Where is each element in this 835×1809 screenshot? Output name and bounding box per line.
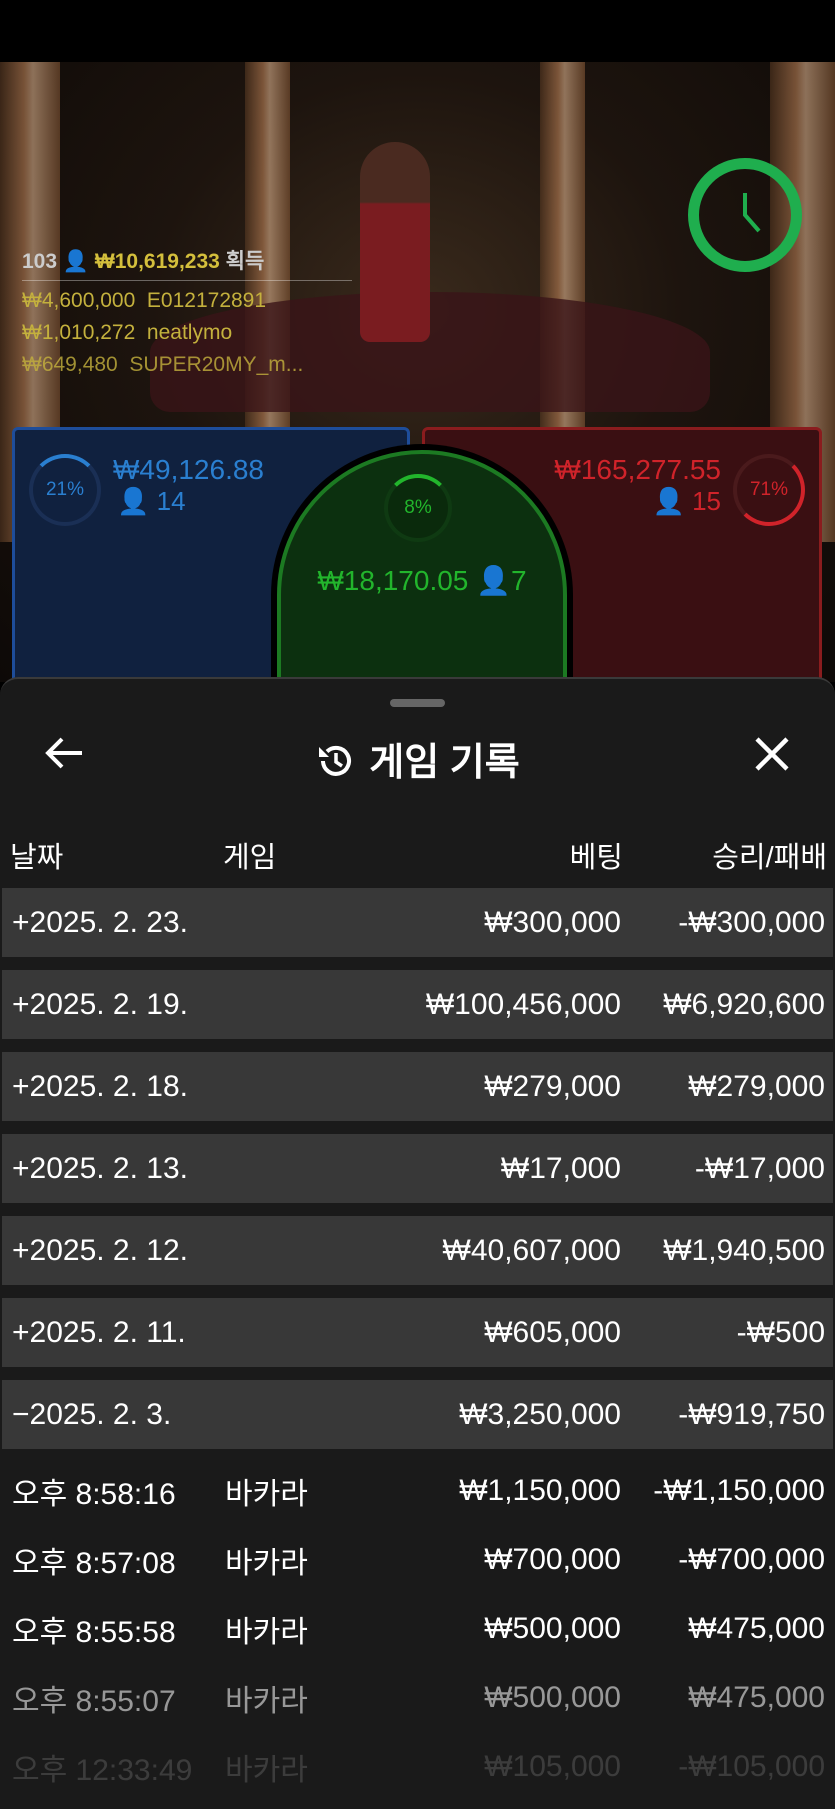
bet: ₩3,250,000 <box>459 1397 621 1431</box>
date: +2025. 2. 12. <box>12 1233 188 1267</box>
game-row[interactable]: 오후 12:33:49 바카라 ₩105,000 -₩105,000 <box>2 1732 833 1801</box>
time: 오후 8:55:58 <box>12 1615 176 1649</box>
result: -₩919,750 <box>678 1397 825 1431</box>
game: 바카라 <box>225 1615 308 1649</box>
bet: ₩700,000 <box>484 1542 621 1576</box>
result: ₩475,000 <box>688 1680 825 1714</box>
result: -₩1,150,000 <box>653 1473 825 1507</box>
game-row[interactable]: 오후 8:55:07 바카라 ₩500,000 ₩475,000 <box>2 1663 833 1732</box>
date: +2025. 2. 11. <box>12 1315 186 1349</box>
bet: ₩1,150,000 <box>459 1473 621 1507</box>
person-icon: 👤 <box>476 565 512 596</box>
day-row[interactable]: +2025. 2. 13. ₩17,000 -₩17,000 <box>2 1134 833 1203</box>
winner-row: ₩649,480 SUPER20MY_m... <box>22 353 304 376</box>
result: -₩300,000 <box>678 905 825 939</box>
bet: ₩105,000 <box>484 1749 621 1783</box>
live-video: 103 👤 ₩10,619,233 획득 ₩4,600,000 E0121728… <box>0 62 835 682</box>
result: ₩475,000 <box>688 1611 825 1645</box>
clock-icon <box>688 158 802 272</box>
game: 바카라 <box>225 1546 308 1580</box>
result: -₩17,000 <box>694 1151 825 1185</box>
game-history-sheet: 게임 기록 날짜 게임 베팅 승리/패배 +2025. 2. 23. ₩300,0… <box>0 677 835 1809</box>
bet: ₩279,000 <box>484 1069 621 1103</box>
result: ₩1,940,500 <box>663 1233 825 1267</box>
tie-amount: ₩18,170.05 👤7 <box>317 565 527 596</box>
table-header: 날짜 게임 베팅 승리/패배 <box>10 842 827 874</box>
person-icon: 👤 <box>62 250 90 273</box>
date: +2025. 2. 23. <box>12 905 188 939</box>
banker-count: 👤 15 <box>652 486 721 516</box>
bet: ₩300,000 <box>484 905 621 939</box>
winners-header: 103 👤 ₩10,619,233 획득 <box>22 250 352 281</box>
tie-bet-area[interactable]: 8% ₩18,170.05 👤7 <box>277 450 567 682</box>
bet: ₩500,000 <box>484 1680 621 1714</box>
date: +2025. 2. 13. <box>12 1151 188 1185</box>
sheet-header: 게임 기록 <box>0 719 835 789</box>
page-title: 게임 기록 <box>0 731 835 791</box>
result: ₩6,920,600 <box>663 987 825 1021</box>
game: 바카라 <box>225 1753 308 1787</box>
bet: ₩605,000 <box>484 1315 621 1349</box>
close-icon[interactable] <box>753 735 791 778</box>
game: 바카라 <box>225 1477 308 1511</box>
day-row[interactable]: +2025. 2. 11. ₩605,000 -₩500 <box>2 1298 833 1367</box>
winner-row: ₩4,600,000 E012172891 <box>22 289 267 312</box>
bet: ₩500,000 <box>484 1611 621 1645</box>
person-icon: 👤 <box>652 486 685 516</box>
day-row[interactable]: +2025. 2. 18. ₩279,000 ₩279,000 <box>2 1052 833 1121</box>
status-bar <box>0 0 835 62</box>
date: +2025. 2. 18. <box>12 1069 188 1103</box>
result: ₩279,000 <box>688 1069 825 1103</box>
game-row[interactable]: 오후 8:57:08 바카라 ₩700,000 -₩700,000 <box>2 1525 833 1594</box>
day-row[interactable]: +2025. 2. 19. ₩100,456,000 ₩6,920,600 <box>2 970 833 1039</box>
time: 오후 8:58:16 <box>12 1477 176 1511</box>
person-icon: 👤 <box>117 486 150 516</box>
time: 오후 12:33:49 <box>12 1753 193 1787</box>
time: 오후 8:57:08 <box>12 1546 176 1580</box>
date: +2025. 2. 19. <box>12 987 188 1021</box>
result: -₩500 <box>736 1315 825 1349</box>
bet: ₩17,000 <box>500 1151 621 1185</box>
bet: ₩40,607,000 <box>442 1233 621 1267</box>
date: −2025. 2. 3. <box>12 1397 172 1431</box>
winner-row: ₩1,010,272 neatlymo <box>22 321 233 344</box>
player-count: 👤 14 <box>117 486 186 516</box>
arrow-left-icon[interactable] <box>44 735 84 776</box>
day-row[interactable]: +2025. 2. 23. ₩300,000 -₩300,000 <box>2 888 833 957</box>
game-row[interactable]: 오후 8:55:58 바카라 ₩500,000 ₩475,000 <box>2 1594 833 1663</box>
history-icon <box>315 741 355 791</box>
bet: ₩100,456,000 <box>425 987 621 1021</box>
banker-amount: ₩165,277.55 <box>554 454 721 485</box>
day-row[interactable]: −2025. 2. 3. ₩3,250,000 -₩919,750 <box>2 1380 833 1449</box>
day-row[interactable]: +2025. 2. 12. ₩40,607,000 ₩1,940,500 <box>2 1216 833 1285</box>
time: 오후 8:55:07 <box>12 1684 176 1718</box>
result: -₩105,000 <box>678 1749 825 1783</box>
game: 바카라 <box>225 1684 308 1718</box>
dealer <box>360 142 430 342</box>
player-amount: ₩49,126.88 <box>113 454 264 485</box>
result: -₩700,000 <box>678 1542 825 1576</box>
game-row[interactable]: 오후 8:58:16 바카라 ₩1,150,000 -₩1,150,000 <box>2 1456 833 1525</box>
drag-handle[interactable] <box>390 699 445 707</box>
winners-list: 103 👤 ₩10,619,233 획득 ₩4,600,000 E0121728… <box>22 250 352 385</box>
